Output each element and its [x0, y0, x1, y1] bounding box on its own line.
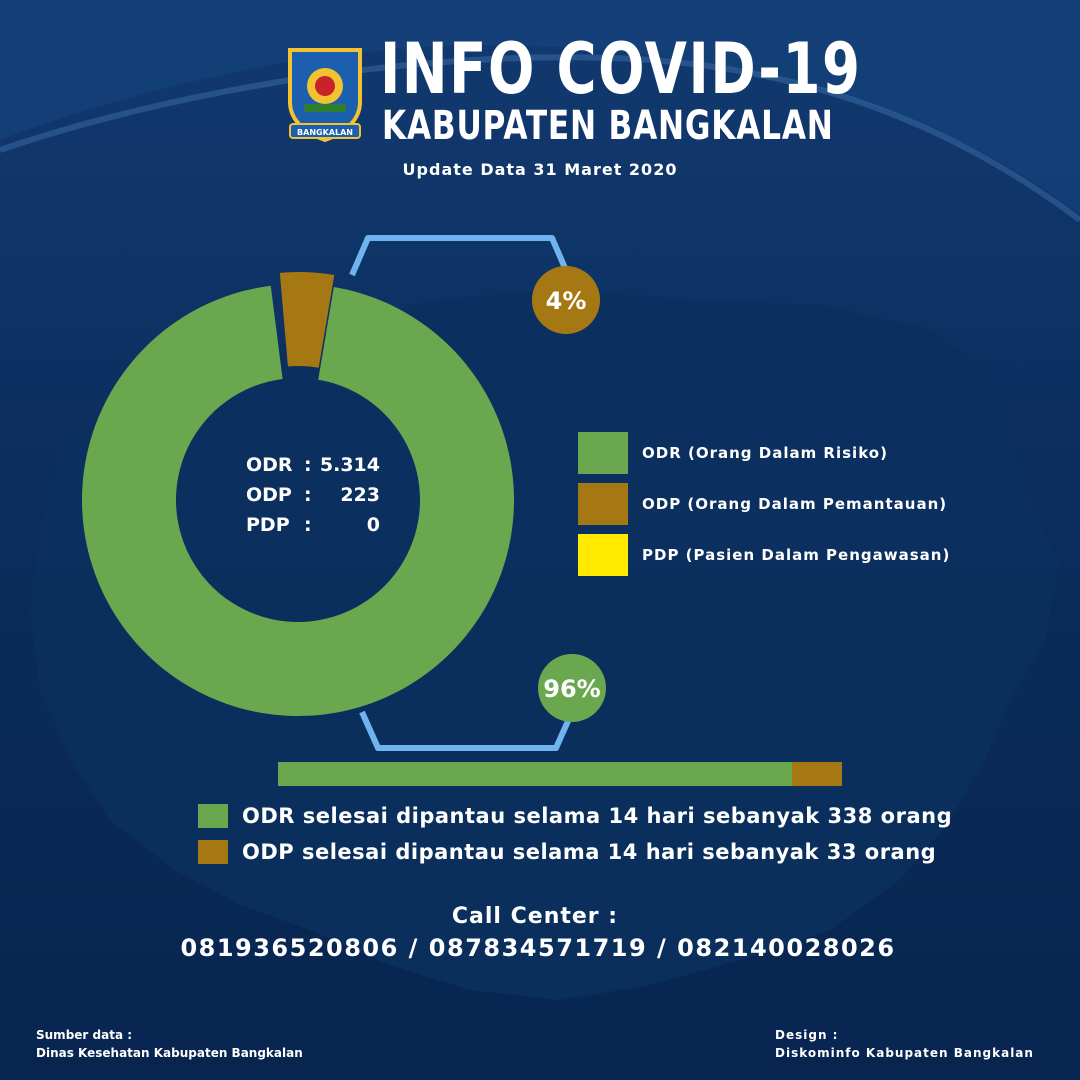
note-swatch-odr — [198, 804, 228, 828]
percent-label-odr: 96% — [543, 675, 600, 703]
completion-bar-segment-odr — [278, 762, 792, 786]
logo-text: BANGKALAN — [297, 128, 353, 137]
center-key: ODR — [246, 454, 293, 476]
center-row-odr: ODR:5.314 — [246, 450, 396, 480]
swoosh-line — [0, 54, 1080, 223]
call-center-label: Call Center : — [451, 904, 619, 929]
center-values: ODR:5.314 ODP:223 PDP:0 — [246, 450, 396, 540]
center-value-odr: 5.314 — [319, 454, 380, 476]
note-text-odr: ODR selesai dipantau selama 14 hari seba… — [242, 804, 953, 828]
legend-label: ODR (Orang Dalam Risiko) — [642, 444, 888, 462]
note-text-odp: ODP selesai dipantau selama 14 hari seba… — [242, 840, 937, 864]
bracket-top — [349, 235, 571, 277]
percent-label-odp: 4% — [546, 287, 587, 315]
completion-bar — [278, 762, 842, 786]
donut-slice-odr — [82, 285, 515, 716]
legend-swatch-odr — [578, 432, 628, 474]
design-label: Design : — [775, 1028, 839, 1042]
legend-label: PDP (Pasien Dalam Pengawasan) — [642, 546, 951, 564]
design-value: Diskominfo Kabupaten Bangkalan — [775, 1046, 1034, 1060]
note-odp: ODP selesai dipantau selama 14 hari seba… — [198, 836, 952, 868]
completion-notes: ODR selesai dipantau selama 14 hari seba… — [198, 800, 952, 872]
note-swatch-odp — [198, 840, 228, 864]
legend-swatch-pdp — [578, 534, 628, 576]
legend-item-odr: ODR (Orang Dalam Risiko) — [578, 432, 950, 474]
source-value: Dinas Kesehatan Kabupaten Bangkalan — [36, 1046, 303, 1060]
center-row-pdp: PDP:0 — [246, 510, 396, 540]
legend-item-pdp: PDP (Pasien Dalam Pengawasan) — [578, 534, 950, 576]
percent-badge-odr — [538, 654, 606, 722]
update-date: Update Data 31 Maret 2020 — [402, 160, 678, 179]
map-silhouette — [30, 290, 1060, 1000]
center-key: PDP — [246, 514, 290, 536]
percent-badge-odp — [532, 266, 600, 334]
legend-item-odp: ODP (Orang Dalam Pemantauan) — [578, 483, 950, 525]
completion-bar-segment-odp — [791, 762, 842, 786]
bracket-bottom — [359, 710, 575, 751]
note-odr: ODR selesai dipantau selama 14 hari seba… — [198, 800, 952, 832]
center-row-odp: ODP:223 — [246, 480, 396, 510]
center-value-pdp: 0 — [366, 514, 380, 536]
source-label: Sumber data : — [36, 1028, 133, 1042]
legend-label: ODP (Orang Dalam Pemantauan) — [642, 495, 948, 513]
donut-slice-odp — [279, 272, 335, 368]
bangkalan-logo: BANGKALAN — [288, 48, 362, 143]
page-subtitle: KABUPATEN BANGKALAN — [382, 103, 834, 149]
center-key: ODP — [246, 484, 292, 506]
swoosh-top — [0, 0, 1080, 215]
legend: ODR (Orang Dalam Risiko) ODP (Orang Dala… — [578, 432, 950, 585]
center-value-odp: 223 — [340, 484, 380, 506]
legend-swatch-odp — [578, 483, 628, 525]
call-center-numbers: 081936520806 / 087834571719 / 0821400280… — [180, 934, 896, 962]
